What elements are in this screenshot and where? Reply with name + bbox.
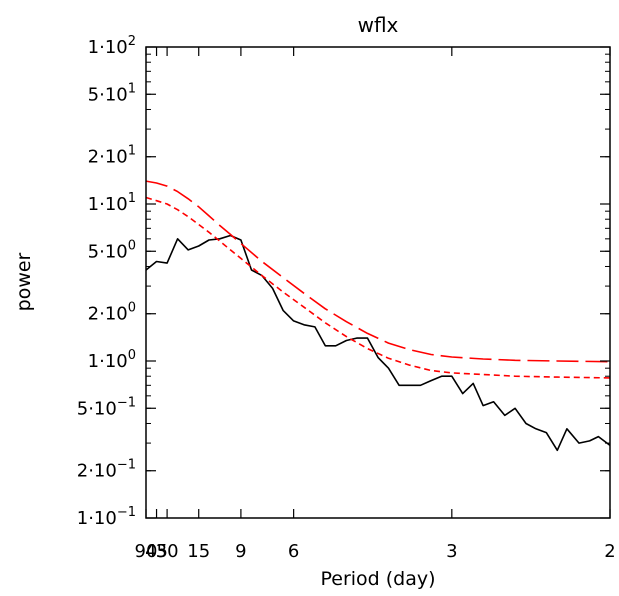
y-tick-label-base: 1·10 xyxy=(88,194,128,215)
y-tick-label-base: 5·10 xyxy=(88,84,128,105)
plot-frame xyxy=(145,46,611,519)
y-tick-label-base: 1·10 xyxy=(77,508,117,529)
x-tick-label: 90 xyxy=(135,541,158,562)
y-tick-label-exponent: 1 xyxy=(128,191,136,206)
y-tick-label: 2·100 xyxy=(88,301,136,325)
chart-title: wflx xyxy=(358,13,399,37)
x-tick-label: 2 xyxy=(604,541,615,562)
y-tick-label-exponent: −1 xyxy=(117,505,136,520)
x-tick-label: 45 xyxy=(145,541,168,562)
y-tick-label: 1·102 xyxy=(88,34,136,58)
tick-layer xyxy=(145,46,611,519)
series-layer xyxy=(145,180,611,452)
y-tick-label: 2·101 xyxy=(88,144,136,168)
y-tick-label: 1·10−1 xyxy=(77,505,136,529)
y-tick-label-exponent: 0 xyxy=(128,238,136,253)
y-tick-label-exponent: −1 xyxy=(117,458,136,473)
series-line-3 xyxy=(145,196,611,379)
y-tick-label-exponent: 0 xyxy=(128,301,136,316)
y-tick-label-base: 2·10 xyxy=(88,304,128,325)
y-tick-label: 1·100 xyxy=(88,348,136,372)
x-tick-label: 9 xyxy=(235,541,246,562)
x-tick-label: 30 xyxy=(156,541,179,562)
y-axis-title: power xyxy=(13,252,35,311)
y-tick-label-base: 5·10 xyxy=(88,241,128,262)
x-tick-label: 3 xyxy=(446,541,457,562)
x-tick-label: 15 xyxy=(187,541,210,562)
y-tick-label-base: 2·10 xyxy=(88,147,128,168)
y-tick-label-exponent: 1 xyxy=(128,144,136,159)
y-tick-label-exponent: 2 xyxy=(128,34,136,49)
y-tick-label: 5·10−1 xyxy=(77,395,136,419)
y-tick-label-base: 5·10 xyxy=(77,398,117,419)
y-tick-label: 2·10−1 xyxy=(77,458,136,482)
series-line-1 xyxy=(145,234,611,452)
y-tick-label-base: 1·10 xyxy=(88,37,128,58)
y-tick-label-base: 2·10 xyxy=(77,461,117,482)
y-tick-label: 5·101 xyxy=(88,81,136,105)
series-line-2 xyxy=(145,180,611,363)
y-tick-label-base: 1·10 xyxy=(88,351,128,372)
x-tick-label: 6 xyxy=(288,541,299,562)
y-tick-label: 5·100 xyxy=(88,238,136,262)
y-tick-label-exponent: −1 xyxy=(117,395,136,410)
y-tick-label: 1·101 xyxy=(88,191,136,215)
y-tick-label-exponent: 0 xyxy=(128,348,136,363)
y-tick-label-exponent: 1 xyxy=(128,81,136,96)
x-axis-title: Period (day) xyxy=(320,568,435,590)
